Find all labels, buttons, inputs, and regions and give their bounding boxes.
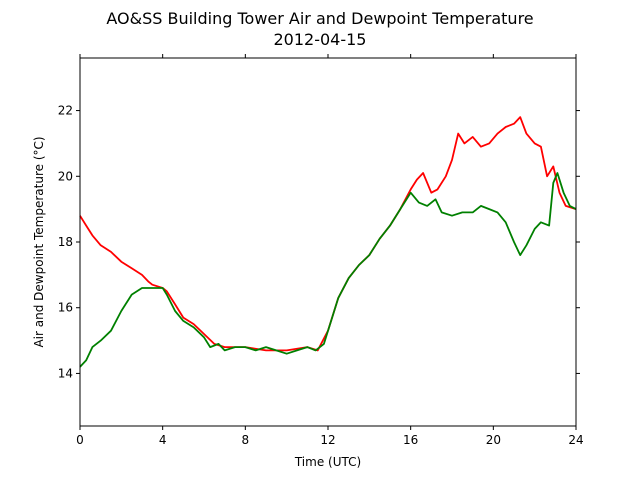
y-axis-label: Air and Dewpoint Temperature (°C) (32, 136, 46, 347)
x-axis-label: Time (UTC) (294, 455, 361, 469)
x-tick-label: 20 (486, 433, 501, 447)
series-line-1 (79, 116, 577, 352)
chart-subtitle: 2012-04-15 (274, 30, 367, 49)
y-tick-label: 20 (58, 169, 73, 183)
y-tick-label: 16 (58, 301, 73, 315)
x-tick-label: 16 (403, 433, 418, 447)
x-tick-label: 12 (320, 433, 335, 447)
chart-title: AO&SS Building Tower Air and Dewpoint Te… (106, 9, 533, 28)
axis-ticks: 0 4 8 12 16 20 24 14 16 18 20 22 (58, 54, 584, 447)
y-tick-label: 18 (58, 235, 73, 249)
y-tick-label: 14 (58, 366, 73, 380)
series-line-2 (79, 172, 577, 368)
x-tick-label: 24 (568, 433, 583, 447)
y-tick-label: 22 (58, 104, 73, 118)
x-tick-label: 4 (159, 433, 167, 447)
x-tick-label: 8 (242, 433, 250, 447)
plot-lines (79, 116, 577, 368)
plot-frame (79, 57, 577, 427)
x-tick-label: 0 (76, 433, 84, 447)
